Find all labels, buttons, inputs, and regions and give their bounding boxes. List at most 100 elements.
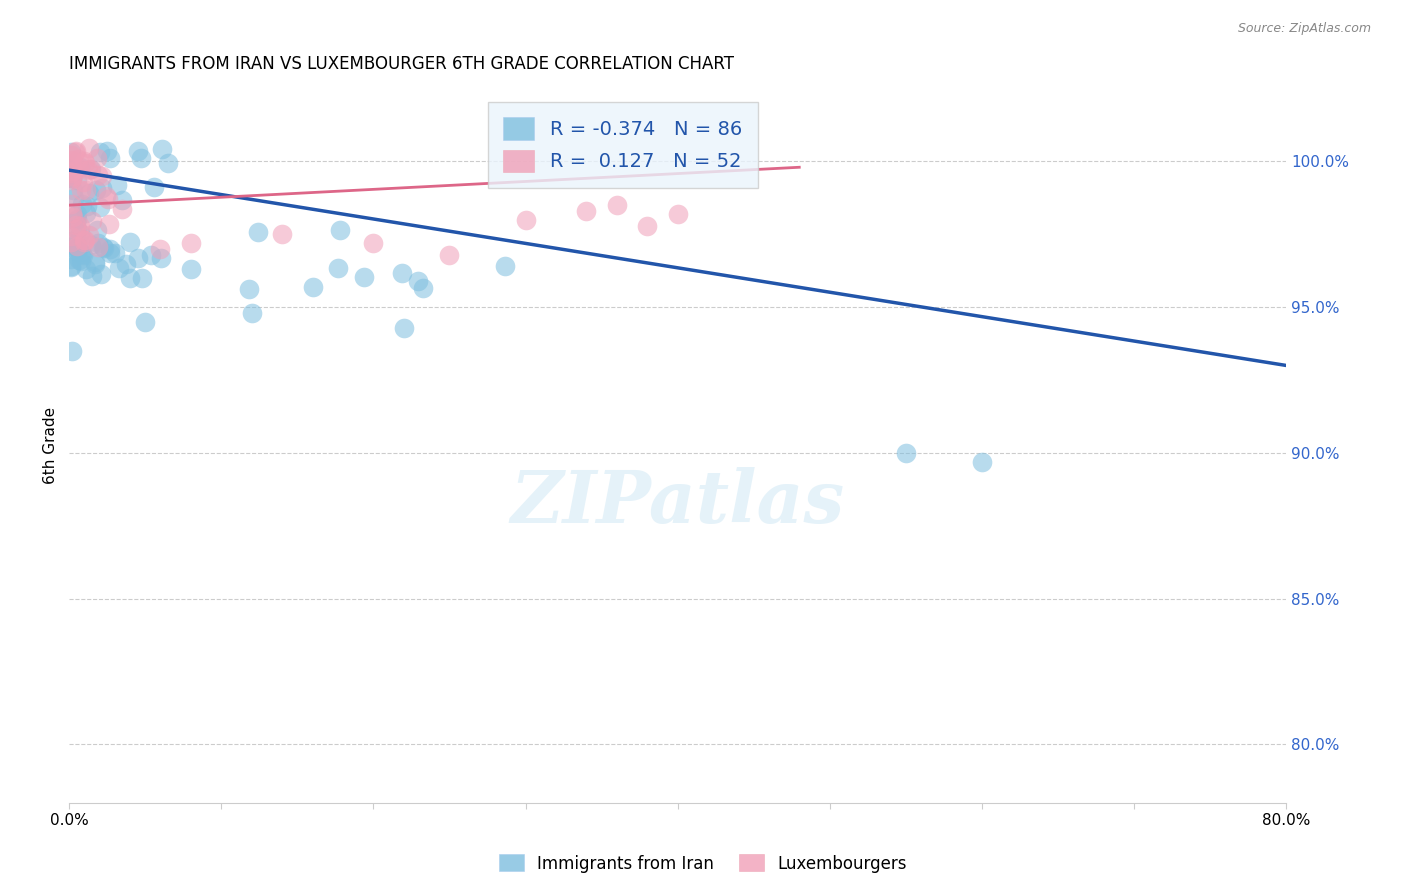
Point xyxy=(666,207,689,221)
Point xyxy=(72,247,94,261)
Point xyxy=(66,222,89,236)
Point xyxy=(67,161,90,175)
Point xyxy=(60,160,83,174)
Point xyxy=(70,244,93,259)
Point xyxy=(60,163,83,178)
Point xyxy=(82,269,104,284)
Point xyxy=(83,254,105,268)
Point xyxy=(134,315,156,329)
Point xyxy=(86,223,108,237)
Point xyxy=(76,199,98,213)
Point xyxy=(149,242,172,256)
Point xyxy=(69,227,91,241)
Point xyxy=(86,151,108,165)
Point xyxy=(60,343,83,358)
Point xyxy=(59,252,82,267)
Point xyxy=(363,235,385,250)
Point xyxy=(515,212,537,227)
Point xyxy=(494,259,516,273)
Point xyxy=(90,267,112,281)
Point xyxy=(86,240,108,254)
Point xyxy=(60,206,83,220)
Point xyxy=(62,183,84,197)
Point xyxy=(238,282,260,296)
Point xyxy=(156,156,179,170)
Point xyxy=(80,237,103,252)
Point xyxy=(98,217,121,231)
Point xyxy=(70,254,93,268)
Point xyxy=(575,204,598,219)
Point xyxy=(111,202,134,216)
Point xyxy=(104,245,127,260)
Point xyxy=(439,248,461,262)
Point xyxy=(606,198,628,212)
Point xyxy=(66,241,89,255)
Point xyxy=(75,183,97,197)
Point xyxy=(66,239,89,253)
Point xyxy=(143,179,166,194)
Point xyxy=(80,162,103,177)
Point xyxy=(62,210,84,224)
Point xyxy=(65,145,87,159)
Point xyxy=(93,241,115,255)
Point xyxy=(60,171,83,186)
Point xyxy=(59,260,82,274)
Point xyxy=(118,235,141,249)
Point xyxy=(392,320,415,334)
Point xyxy=(139,248,162,262)
Point xyxy=(970,454,993,468)
Point xyxy=(66,207,89,221)
Y-axis label: 6th Grade: 6th Grade xyxy=(44,407,58,484)
Point xyxy=(150,142,173,156)
Point xyxy=(180,262,202,277)
Point xyxy=(247,225,270,239)
Text: ZIPatlas: ZIPatlas xyxy=(510,467,845,538)
Point xyxy=(150,251,173,265)
Point xyxy=(894,446,917,460)
Point xyxy=(59,173,82,187)
Point xyxy=(72,154,94,169)
Point xyxy=(77,141,100,155)
Point xyxy=(77,186,100,200)
Point xyxy=(131,271,153,285)
Point xyxy=(120,271,142,285)
Point xyxy=(60,235,83,249)
Point xyxy=(115,257,138,271)
Point xyxy=(180,235,202,250)
Point xyxy=(73,156,96,170)
Point xyxy=(72,248,94,262)
Point xyxy=(82,214,104,228)
Point xyxy=(62,161,84,175)
Point xyxy=(76,162,98,177)
Point xyxy=(84,257,107,271)
Point xyxy=(59,240,82,254)
Point xyxy=(75,205,97,219)
Point xyxy=(127,144,149,158)
Point xyxy=(67,242,90,256)
Point xyxy=(59,171,82,186)
Point xyxy=(66,235,89,249)
Point xyxy=(65,213,87,227)
Point xyxy=(87,168,110,182)
Point xyxy=(96,192,118,206)
Text: IMMIGRANTS FROM IRAN VS LUXEMBOURGER 6TH GRADE CORRELATION CHART: IMMIGRANTS FROM IRAN VS LUXEMBOURGER 6TH… xyxy=(69,55,734,73)
Point xyxy=(353,269,375,284)
Point xyxy=(108,260,131,275)
Point xyxy=(60,171,83,186)
Point xyxy=(66,172,89,186)
Point xyxy=(72,175,94,189)
Point xyxy=(301,279,323,293)
Point xyxy=(91,240,114,254)
Point xyxy=(66,244,89,259)
Point xyxy=(271,227,294,242)
Text: Source: ZipAtlas.com: Source: ZipAtlas.com xyxy=(1237,22,1371,36)
Point xyxy=(59,228,82,243)
Point xyxy=(70,197,93,211)
Point xyxy=(59,157,82,171)
Point xyxy=(391,266,413,280)
Point xyxy=(329,222,352,236)
Point xyxy=(67,253,90,268)
Point xyxy=(73,235,96,249)
Point xyxy=(412,281,434,295)
Point xyxy=(111,193,134,207)
